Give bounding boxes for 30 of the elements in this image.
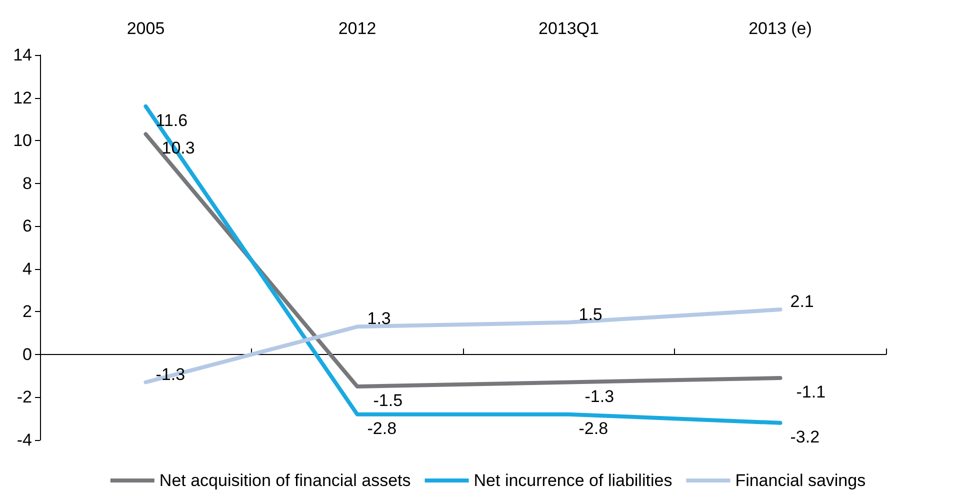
data-label: -1.1 (796, 382, 826, 402)
y-tick-label: 6 (22, 216, 32, 236)
x-tick-label: 2005 (126, 19, 165, 38)
data-label: -1.5 (373, 391, 403, 410)
legend-label: Net incurrence of liabilities (474, 471, 672, 490)
y-tick-label: -4 (16, 430, 32, 450)
y-tick-label: 4 (22, 259, 32, 278)
y-tick-label: 0 (22, 344, 32, 364)
y-tick-label: 12 (13, 88, 32, 108)
data-label: -1.3 (584, 386, 614, 406)
data-label: -2.8 (367, 418, 397, 438)
line-series (144, 308, 782, 384)
data-label: -1.3 (156, 364, 186, 384)
data-label: -2.8 (578, 418, 608, 438)
data-label: -3.2 (790, 427, 820, 446)
x-tick-label: 2012 (338, 19, 376, 38)
legend-label: Net acquisition of financial assets (159, 471, 411, 490)
y-tick-label: 14 (13, 46, 32, 64)
line-series (144, 132, 782, 389)
y-tick-label: 8 (22, 174, 32, 193)
x-tick-label: 2013 (e) (748, 19, 812, 38)
legend-label: Financial savings (735, 471, 866, 490)
data-label: 1.3 (367, 309, 391, 328)
data-label: 11.6 (156, 110, 188, 130)
x-tick-label: 2013Q1 (538, 19, 599, 38)
data-label: 1.5 (578, 304, 602, 324)
y-tick-label: -2 (16, 388, 32, 407)
y-tick-label: 2 (22, 302, 32, 322)
data-label: 2.1 (790, 292, 814, 312)
y-tick-label: 10 (13, 131, 32, 150)
